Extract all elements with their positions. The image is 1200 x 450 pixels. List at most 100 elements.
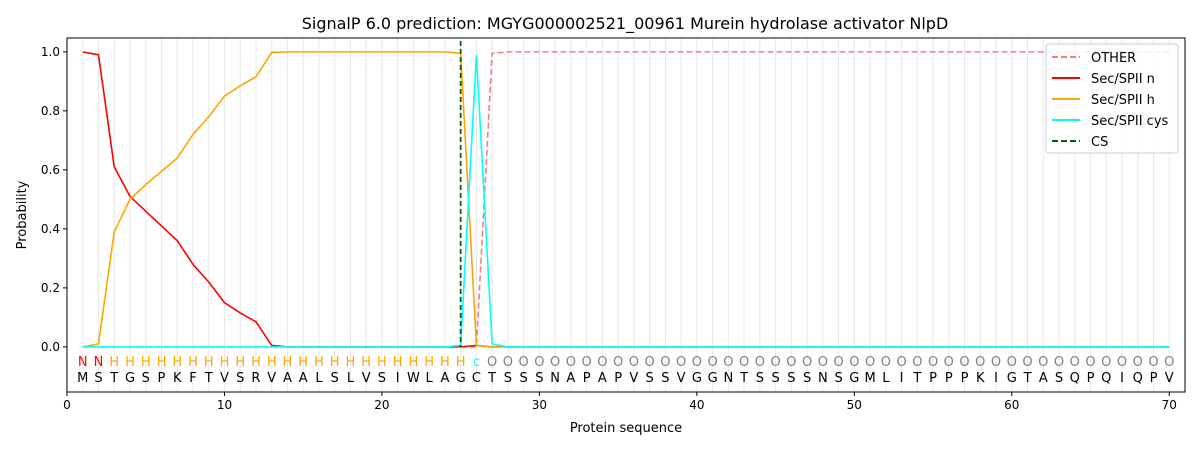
region-label: H (220, 355, 230, 370)
x-tick-label: 30 (532, 398, 547, 412)
x-tick-label: 50 (847, 398, 862, 412)
region-label: H (141, 355, 151, 370)
region-label: O (676, 355, 686, 370)
legend-label: Sec/SPII h (1091, 93, 1155, 108)
y-axis-label: Probability (15, 180, 30, 249)
region-label: O (1007, 355, 1017, 370)
region-label: O (755, 355, 765, 370)
region-label: H (314, 355, 324, 370)
series-line-sec-spii-h (82, 51, 1170, 348)
y-tick-label: 0.6 (41, 163, 60, 177)
region-label: O (1164, 355, 1174, 370)
legend: OTHER Sec/SPII n Sec/SPII h Sec/SPII cys CS (1045, 43, 1179, 154)
plot-frame (66, 37, 1186, 393)
region-label: O (833, 355, 843, 370)
legend-label: CS (1091, 135, 1108, 150)
region-label: O (896, 355, 906, 370)
region-label: O (849, 355, 859, 370)
y-tick-label: 0.4 (41, 222, 60, 236)
region-label: O (1085, 355, 1095, 370)
series-line-other (82, 51, 1170, 348)
region-label: H (409, 355, 419, 370)
region-label: O (975, 355, 985, 370)
region-label: O (503, 355, 513, 370)
region-label: H (283, 355, 293, 370)
region-label: H (298, 355, 308, 370)
region-label: O (912, 355, 922, 370)
region-label: O (629, 355, 639, 370)
legend-label: Sec/SPII n (1091, 72, 1155, 87)
region-label: O (582, 355, 592, 370)
region-label: H (361, 355, 371, 370)
region-label: O (786, 355, 796, 370)
region-label: O (660, 355, 670, 370)
region-label: H (393, 355, 403, 370)
region-label: O (723, 355, 733, 370)
region-label: H (424, 355, 434, 370)
region-label: O (802, 355, 812, 370)
region-label: H (204, 355, 214, 370)
region-label: O (1022, 355, 1032, 370)
region-label: O (519, 355, 529, 370)
legend-box (1045, 43, 1179, 154)
region-label: c (473, 355, 480, 370)
region-label: O (1054, 355, 1064, 370)
region-label: H (440, 355, 450, 370)
region-label: N (94, 355, 104, 370)
region-label: O (550, 355, 560, 370)
series-line-sec-spii-cys (82, 54, 1170, 348)
region-label: O (707, 355, 717, 370)
region-label: O (1133, 355, 1143, 370)
x-tick-label: 60 (1004, 398, 1019, 412)
x-axis-label: Protein sequence (570, 421, 682, 436)
y-tick-label: 0.0 (41, 340, 60, 354)
region-label: H (267, 355, 277, 370)
region-label: O (959, 355, 969, 370)
region-label: O (1038, 355, 1048, 370)
region-label: H (377, 355, 387, 370)
y-tick-label: 0.8 (41, 104, 60, 118)
legend-label: Sec/SPII cys (1091, 114, 1169, 129)
x-tick-label: 70 (1162, 398, 1177, 412)
chart-title: SignalP 6.0 prediction: MGYG000002521_00… (302, 14, 949, 34)
region-label: O (692, 355, 702, 370)
y-tick-label: 0.2 (41, 281, 60, 295)
x-tick-label: 10 (217, 398, 232, 412)
y-tick-label: 1.0 (41, 45, 60, 59)
x-tick-label: 40 (689, 398, 704, 412)
region-label: H (157, 355, 167, 370)
region-label: H (125, 355, 135, 370)
region-label: H (235, 355, 245, 370)
region-label: O (1101, 355, 1111, 370)
region-label: O (566, 355, 576, 370)
region-label: O (1148, 355, 1158, 370)
region-label: H (188, 355, 198, 370)
region-label: O (818, 355, 828, 370)
region-label: O (1070, 355, 1080, 370)
region-label: O (928, 355, 938, 370)
residue-sequence: MSTGSPKFTVSRVAALSLVSIWLAGCTSSSNAPAPVSSVG… (77, 371, 1174, 386)
region-label: H (330, 355, 340, 370)
region-label: H (172, 355, 182, 370)
region-label: N (78, 355, 88, 370)
region-label: H (346, 355, 356, 370)
region-label: O (770, 355, 780, 370)
region-label: H (251, 355, 261, 370)
region-label: O (487, 355, 497, 370)
x-tick-label: 20 (374, 398, 389, 412)
region-label: O (534, 355, 544, 370)
region-label: O (944, 355, 954, 370)
series-line-sec-spii-n (82, 51, 1170, 348)
region-label: O (881, 355, 891, 370)
region-label: O (645, 355, 655, 370)
region-label: O (991, 355, 1001, 370)
region-label: O (613, 355, 623, 370)
region-label: O (597, 355, 607, 370)
region-label: O (1117, 355, 1127, 370)
legend-label: OTHER (1091, 51, 1136, 66)
region-label: H (109, 355, 119, 370)
region-label: H (456, 355, 466, 370)
region-label: O (865, 355, 875, 370)
